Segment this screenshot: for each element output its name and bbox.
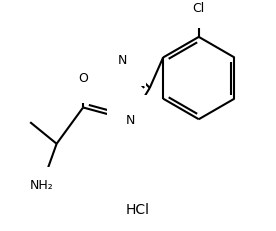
Text: O: O — [78, 72, 88, 85]
Text: Cl: Cl — [193, 2, 205, 15]
Text: N: N — [126, 114, 135, 127]
Text: N: N — [118, 54, 127, 67]
Text: NH₂: NH₂ — [30, 179, 54, 192]
Text: HCl: HCl — [126, 204, 150, 217]
